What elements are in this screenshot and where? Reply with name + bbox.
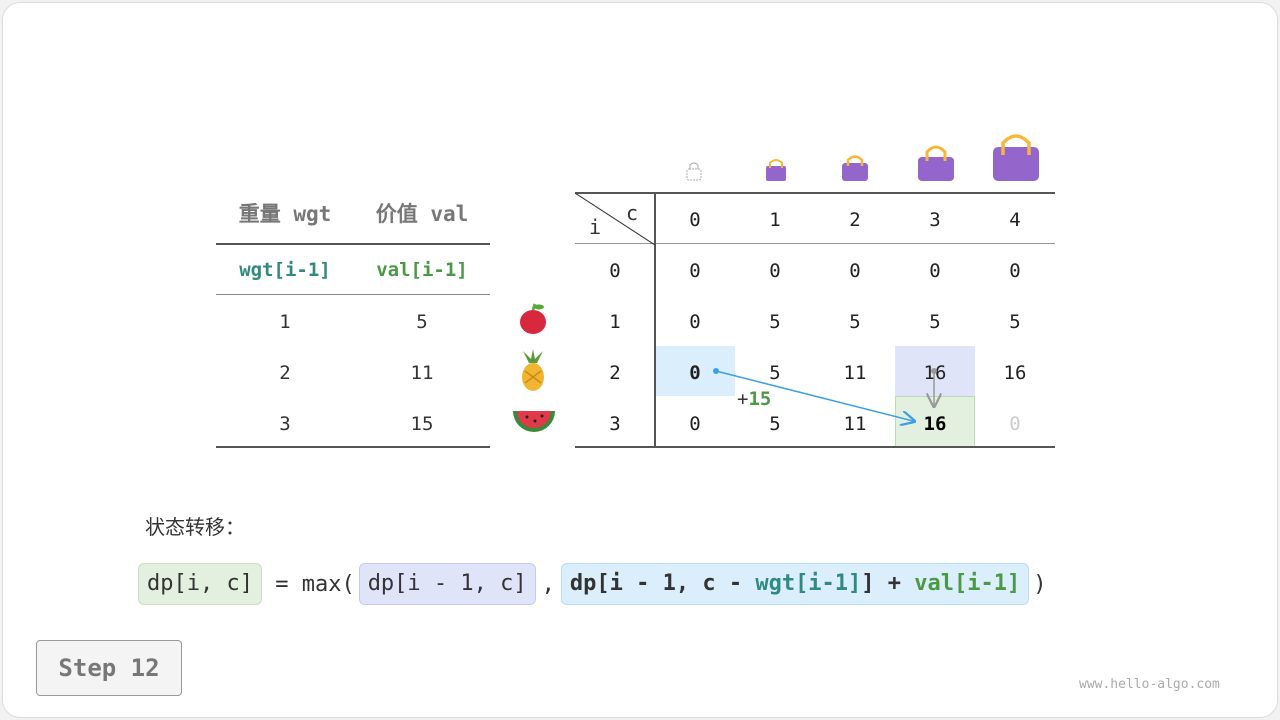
bag-icon-capacity-4 (993, 134, 1039, 181)
step-button[interactable]: Step 12 (36, 640, 182, 696)
row-header: 3 (609, 413, 621, 435)
formula-b-part: dp[i - 1, c - (569, 571, 756, 596)
subheader-wgt: wgt[i-1] (239, 259, 331, 281)
dp-cell: 0 (689, 260, 701, 282)
left-cell: 5 (416, 311, 428, 333)
divider (654, 193, 656, 447)
formula: dp[i, c] = max( dp[i - 1, c] , dp[i - 1,… (138, 563, 1047, 605)
dp-cell: 5 (1009, 311, 1021, 333)
row-header: 2 (609, 362, 621, 384)
formula-lhs: dp[i, c] (138, 563, 262, 605)
divider (216, 243, 490, 245)
left-cell: 2 (279, 362, 291, 384)
formula-max: = max( (261, 571, 355, 597)
corner-i: i (589, 215, 602, 239)
apple-icon (520, 303, 546, 334)
divider (575, 243, 1055, 244)
dp-cell: 0 (769, 260, 781, 282)
dp-cell: 5 (769, 362, 781, 384)
divider (575, 192, 1055, 194)
transition-arrow (715, 370, 913, 421)
dp-cell: 0 (849, 260, 861, 282)
pineapple-icon (522, 349, 544, 391)
divider (216, 446, 490, 448)
col-header: 1 (769, 209, 781, 231)
bag-icon-capacity-3 (918, 145, 954, 181)
divider (216, 294, 490, 295)
divider (575, 446, 1055, 448)
formula-b-part: ] + (861, 571, 915, 596)
transition-label: 状态转移： (145, 515, 245, 539)
plus-value: 15 (748, 388, 772, 410)
corner-c: c (626, 201, 639, 225)
formula-comma: , (541, 571, 555, 597)
highlight-source-cell (655, 346, 735, 396)
watermark: www.hello-algo.com (1079, 677, 1220, 692)
col-header: 2 (849, 209, 861, 231)
value-annotation: +15 (737, 388, 771, 410)
header-weight: 重量 wgt (238, 202, 332, 226)
bag-icon-capacity-0 (686, 162, 702, 181)
header-value: 价值 val (375, 202, 469, 226)
row-header: 1 (609, 311, 621, 333)
dp-cell: 0 (1009, 413, 1021, 435)
dp-cell: 16 (1003, 362, 1027, 384)
left-cell: 11 (410, 362, 434, 384)
col-header: 4 (1009, 209, 1021, 231)
dp-cell: 5 (769, 311, 781, 333)
bag-icon-capacity-1 (766, 159, 786, 181)
watermelon-icon (513, 411, 555, 432)
formula-close: ) (1033, 571, 1047, 597)
subheader-val: val[i-1] (376, 259, 468, 281)
left-cell: 15 (410, 413, 434, 435)
dp-cell: 5 (769, 413, 781, 435)
formula-wgt: wgt[i-1] (755, 571, 862, 596)
col-header: 0 (689, 209, 701, 231)
row-header: 0 (609, 260, 621, 282)
left-cell: 1 (279, 311, 291, 333)
dp-cell: 5 (929, 311, 941, 333)
dp-cell: 11 (843, 413, 867, 435)
left-cell: 3 (279, 413, 291, 435)
corner-diagonal (575, 193, 655, 245)
dp-cell: 0 (689, 362, 701, 384)
dp-cell: 0 (689, 413, 701, 435)
dp-cell: 11 (843, 362, 867, 384)
dp-cell: 0 (689, 311, 701, 333)
formula-val: val[i-1] (914, 571, 1021, 596)
plus-sign: + (737, 388, 749, 410)
formula-term-b: dp[i - 1, c - wgt[i-1]] + val[i-1] (560, 563, 1030, 605)
dp-cell: 16 (923, 413, 947, 435)
formula-term-a: dp[i - 1, c] (358, 563, 536, 605)
col-header: 3 (929, 209, 941, 231)
dp-cell: 0 (1009, 260, 1021, 282)
bag-icon-capacity-2 (842, 155, 868, 181)
dp-cell: 5 (849, 311, 861, 333)
dp-cell: 0 (929, 260, 941, 282)
arrows (713, 368, 1277, 717)
